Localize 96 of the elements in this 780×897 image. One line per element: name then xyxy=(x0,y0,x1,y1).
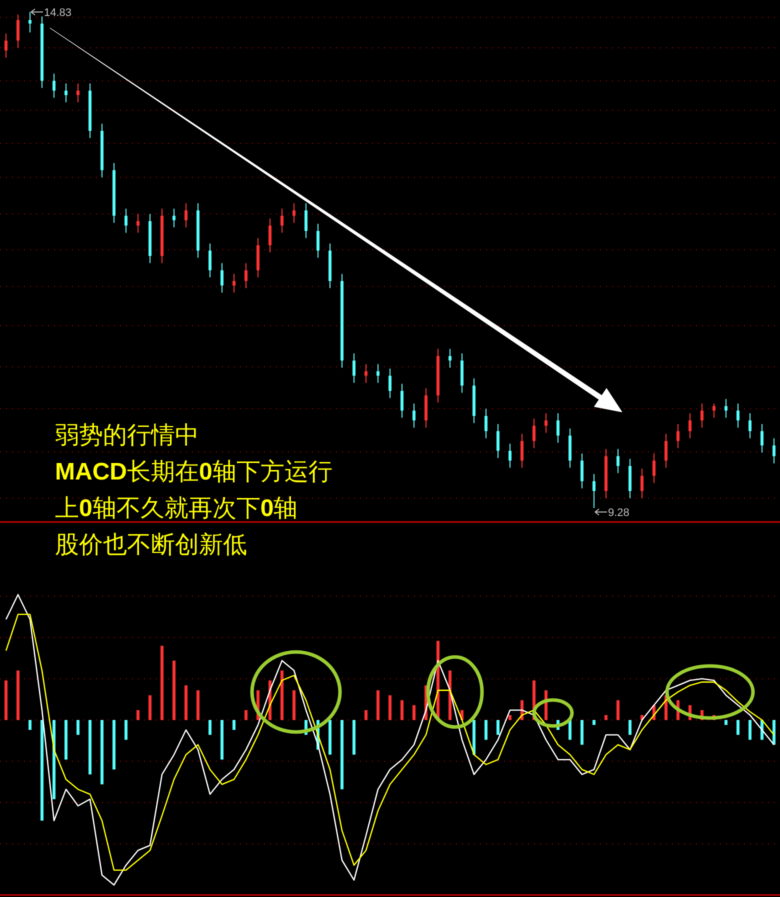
bar xyxy=(472,720,476,755)
candlestick xyxy=(556,412,560,444)
candlestick xyxy=(544,412,548,434)
bar xyxy=(328,720,332,755)
bar xyxy=(724,720,728,725)
candlestick xyxy=(724,398,728,418)
candlestick xyxy=(124,208,128,234)
candlestick xyxy=(580,452,584,489)
annotation: 弱势的行情中 xyxy=(55,422,199,450)
candlestick xyxy=(652,452,656,484)
bar xyxy=(496,720,500,735)
bar xyxy=(400,700,404,720)
bar xyxy=(244,710,248,720)
bar xyxy=(232,720,236,730)
bar xyxy=(628,720,632,735)
bar xyxy=(16,670,20,720)
bar xyxy=(604,715,608,720)
candlestick xyxy=(64,82,68,103)
candlestick xyxy=(748,412,752,439)
bar xyxy=(208,720,212,735)
candlestick xyxy=(280,208,284,234)
candlestick xyxy=(700,402,704,428)
candlestick xyxy=(352,352,356,384)
bar xyxy=(352,720,356,755)
candlestick xyxy=(412,402,416,428)
candlestick xyxy=(736,402,740,428)
candlestick xyxy=(676,423,680,449)
text: 股价也不断创新低 xyxy=(55,532,247,559)
bar xyxy=(292,690,296,720)
candlestick xyxy=(388,368,392,399)
bar xyxy=(40,720,44,821)
candlestick xyxy=(496,423,500,458)
annotation: 14.83 xyxy=(44,7,72,19)
bar xyxy=(340,720,344,790)
bar xyxy=(184,685,188,720)
bar xyxy=(100,720,104,784)
bar xyxy=(148,695,152,720)
candlestick xyxy=(76,82,80,103)
candlestick xyxy=(760,423,764,454)
bar xyxy=(568,720,572,740)
candlestick xyxy=(592,474,596,508)
bar xyxy=(736,720,740,735)
bar xyxy=(484,720,488,740)
bar xyxy=(412,705,416,720)
candlestick xyxy=(640,468,644,499)
bar xyxy=(388,695,392,720)
candlestick xyxy=(316,223,320,258)
candlestick xyxy=(52,73,56,98)
candlestick xyxy=(688,412,692,439)
bar xyxy=(364,710,368,720)
bar xyxy=(112,720,116,770)
bar xyxy=(280,670,284,720)
bar xyxy=(64,720,68,760)
bar xyxy=(196,690,200,720)
bar xyxy=(376,690,380,720)
bar xyxy=(772,720,776,745)
candlestick xyxy=(508,443,512,468)
bar xyxy=(172,660,176,720)
bar xyxy=(616,700,620,720)
candlestick xyxy=(664,433,668,468)
candlestick xyxy=(304,202,308,239)
candlestick xyxy=(400,383,404,418)
candlestick xyxy=(484,408,488,439)
candlestick xyxy=(232,273,236,294)
candlestick xyxy=(268,218,272,253)
candlestick xyxy=(220,262,224,294)
annotation: MACD长期在0轴下方运行 xyxy=(55,458,332,486)
bar xyxy=(52,720,56,800)
bar xyxy=(88,720,92,774)
bar xyxy=(160,646,164,720)
candlestick xyxy=(448,348,452,368)
bar xyxy=(592,720,596,725)
candlestick xyxy=(244,262,248,289)
bar xyxy=(220,720,224,760)
candlestick xyxy=(136,213,140,234)
bar xyxy=(4,680,8,720)
candlestick xyxy=(4,32,8,58)
candlestick xyxy=(208,242,212,278)
annotation: 9.28 xyxy=(608,507,630,519)
candlestick xyxy=(712,402,716,418)
candlestick xyxy=(616,448,620,474)
bar xyxy=(28,720,32,730)
annotation: 上0轴不久就再次下0轴 xyxy=(55,495,298,522)
bar xyxy=(124,720,128,740)
candlestick xyxy=(292,202,296,224)
bar xyxy=(748,720,752,740)
bar xyxy=(508,715,512,720)
candlestick xyxy=(184,202,188,228)
candlestick xyxy=(520,433,524,468)
bar xyxy=(76,720,80,735)
candlestick xyxy=(28,12,32,34)
candlestick xyxy=(16,14,20,48)
candlestick xyxy=(772,438,776,464)
bar xyxy=(136,710,140,720)
candlestick xyxy=(532,418,536,449)
bar xyxy=(580,720,584,745)
